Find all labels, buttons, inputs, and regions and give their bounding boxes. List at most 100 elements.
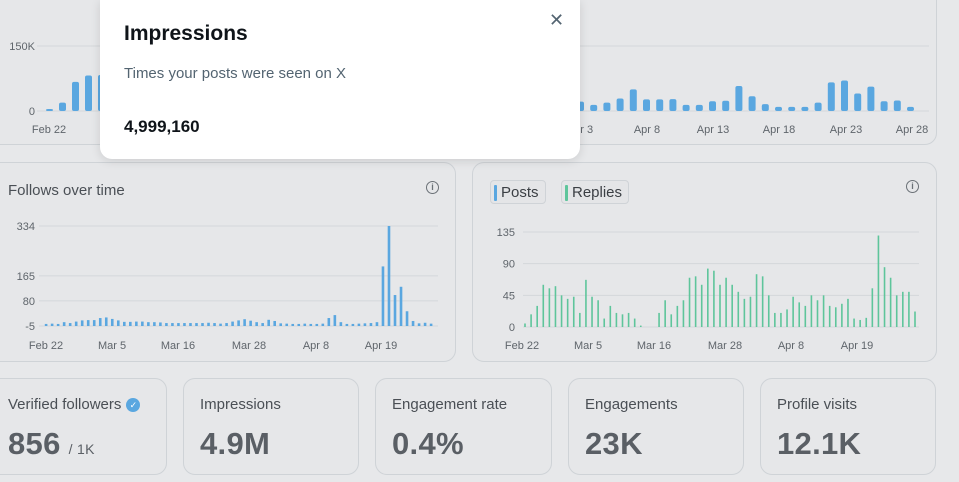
info-icon[interactable]: i — [906, 180, 919, 193]
stat-card-profile-visits[interactable]: Profile visits 12.1K — [760, 378, 936, 475]
impressions-bar — [893, 100, 901, 111]
impressions-bar — [603, 102, 611, 111]
follows-chart-card: Follows over time i 334 165 80 -5 Feb 22 Mar … — [0, 162, 456, 362]
follows-bar — [393, 295, 397, 326]
replies-bar — [719, 284, 721, 327]
replies-bar — [621, 314, 624, 327]
x-tick-label: Feb 22 — [29, 340, 63, 352]
replies-bar — [572, 296, 575, 327]
stat-label: Verified followers ✓ — [8, 396, 141, 413]
follows-bar — [369, 323, 373, 326]
follows-bar — [375, 322, 379, 326]
impressions-bar — [669, 99, 677, 111]
follows-bar — [423, 322, 427, 326]
follows-bar — [68, 323, 72, 326]
x-tick-label: Apr 23 — [830, 124, 862, 136]
legend-posts-swatch — [494, 185, 497, 201]
replies-bar — [798, 302, 801, 327]
impressions-popup: Impressions Times your posts were seen o… — [100, 0, 580, 159]
legend-posts-label: Posts — [501, 184, 539, 201]
replies-bar — [676, 305, 679, 327]
follows-bar — [327, 318, 331, 326]
follows-bar — [92, 320, 96, 326]
replies-bar — [804, 305, 807, 327]
impressions-bar — [801, 106, 809, 111]
replies-bar — [554, 286, 557, 327]
y-tick-label: 0 — [29, 106, 35, 118]
impressions-bar — [880, 101, 888, 111]
impressions-bar — [775, 106, 782, 111]
follows-bar — [219, 323, 222, 326]
follows-bar — [321, 323, 325, 326]
legend-replies[interactable]: Replies — [561, 180, 630, 204]
posts-replies-chart-card: Posts Replies i 135 90 45 0 Feb 22 Mar 5 Mar 1… — [472, 162, 937, 362]
impressions-bar — [616, 98, 624, 111]
replies-bar — [841, 303, 843, 327]
replies-bar — [560, 295, 563, 327]
replies-bar — [639, 325, 642, 327]
replies-bar — [664, 300, 666, 327]
impressions-bar — [59, 102, 66, 111]
replies-bar — [731, 284, 733, 327]
follows-bar — [333, 315, 337, 326]
close-icon[interactable]: ✕ — [549, 10, 565, 30]
stat-value: 0.4% — [392, 426, 464, 461]
stat-sub: / 1K — [68, 441, 95, 457]
x-tick-label: Apr 13 — [697, 124, 729, 136]
impressions-bar — [72, 81, 79, 111]
follows-bar — [123, 321, 126, 326]
stat-label: Impressions — [200, 396, 281, 413]
stat-label: Engagement rate — [392, 396, 508, 413]
follows-bar — [213, 323, 216, 326]
impressions-bar — [735, 86, 743, 111]
replies-bar — [566, 298, 569, 327]
replies-bar — [694, 276, 697, 327]
x-tick-label: Feb 22 — [505, 340, 539, 352]
replies-bar — [902, 291, 904, 327]
follows-bar — [273, 320, 276, 326]
y-tick-label: 334 — [17, 221, 35, 233]
replies-bar — [524, 323, 526, 327]
replies-bar — [780, 312, 782, 327]
info-icon[interactable]: i — [426, 181, 439, 194]
stat-value-text: 856 — [8, 426, 61, 461]
follows-bar — [291, 323, 295, 326]
replies-bar — [786, 309, 788, 327]
stat-card-impressions[interactable]: Impressions 4.9M — [183, 378, 359, 475]
follows-bar — [261, 323, 264, 326]
replies-bar — [658, 312, 660, 327]
follows-bar — [411, 320, 415, 326]
x-tick-label: Apr 8 — [634, 124, 660, 136]
follows-bar — [44, 323, 48, 326]
replies-bar — [627, 312, 630, 327]
popup-value: 4,999,160 — [124, 117, 200, 136]
follows-bar — [315, 323, 319, 326]
replies-bar — [865, 317, 868, 327]
replies-bar — [707, 268, 709, 327]
follows-bar — [339, 322, 343, 326]
replies-bar — [530, 314, 532, 327]
y-tick-label: 165 — [17, 271, 35, 283]
replies-bar — [816, 300, 819, 327]
x-tick-label: Feb 22 — [32, 124, 66, 136]
replies-bar — [822, 295, 825, 327]
replies-bar — [682, 300, 685, 327]
follows-bar — [345, 323, 349, 326]
stat-card-engagement-rate[interactable]: Engagement rate 0.4% — [375, 378, 552, 475]
replies-bar — [761, 276, 764, 327]
y-tick-label: 45 — [503, 290, 515, 302]
impressions-bar — [854, 93, 862, 111]
replies-bar — [767, 295, 770, 327]
stat-card-verified-followers[interactable]: Verified followers ✓ 856 / 1K — [0, 378, 167, 475]
replies-bar — [877, 235, 880, 327]
posts-replies-chart: 135 90 45 0 Feb 22 Mar 5 Mar 16 Mar 28 Apr 8 Apr … — [497, 227, 919, 352]
follows-bar — [249, 320, 252, 326]
stat-label: Profile visits — [777, 396, 858, 413]
follows-bar — [225, 323, 228, 326]
replies-bar — [548, 288, 551, 327]
follows-bar — [177, 323, 180, 326]
impressions-bar — [814, 102, 822, 111]
legend-posts[interactable]: Posts — [490, 180, 546, 204]
stat-card-engagements[interactable]: Engagements 23K — [568, 378, 744, 475]
follows-bar — [387, 226, 391, 326]
